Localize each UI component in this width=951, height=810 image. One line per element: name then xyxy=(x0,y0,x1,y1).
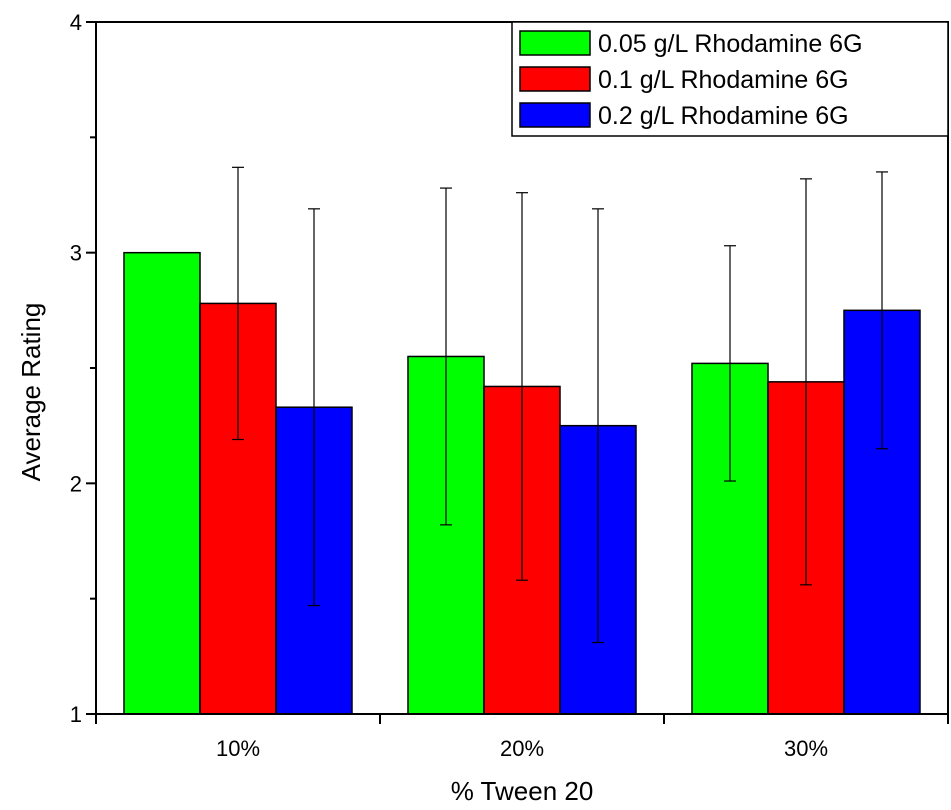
error-bars-layer xyxy=(232,166,888,644)
legend-item-2: 0.1 g/L Rhodamine 6G xyxy=(519,66,849,94)
legend-label: 0.1 g/L Rhodamine 6G xyxy=(598,66,849,94)
y-axis-title: Average Rating xyxy=(16,303,46,482)
legend-label: 0.2 g/L Rhodamine 6G xyxy=(598,102,849,130)
error-bar-2-2 xyxy=(516,192,528,581)
error-bar-3-3 xyxy=(876,171,888,450)
ticks-layer: 1 2 3 4 10% 20% 30% xyxy=(70,10,949,761)
legend-swatch xyxy=(519,66,591,92)
legend: 0.05 g/L Rhodamine 6G 0.1 g/L Rhodamine 6… xyxy=(511,21,949,137)
y-tick-label: 3 xyxy=(70,241,82,266)
error-bar-3-2 xyxy=(592,208,604,644)
y-tick-label: 1 xyxy=(70,702,82,727)
legend-swatch xyxy=(519,30,591,56)
bar-1-1 xyxy=(123,251,201,715)
error-bar-1-3 xyxy=(724,245,736,482)
legend-item-3: 0.2 g/L Rhodamine 6G xyxy=(519,102,849,130)
error-bar-2-3 xyxy=(800,178,812,586)
error-bar-3-1 xyxy=(308,208,320,607)
x-axis-title: % Tween 20 xyxy=(451,776,594,806)
y-tick-label: 2 xyxy=(70,471,82,496)
x-tick-label: 10% xyxy=(216,736,260,761)
error-bar-2-1 xyxy=(232,166,244,441)
legend-label: 0.05 g/L Rhodamine 6G xyxy=(598,30,863,58)
error-bar-1-2 xyxy=(440,187,452,526)
legend-swatch xyxy=(519,102,591,128)
y-tick-label: 4 xyxy=(70,10,82,35)
x-tick-label: 20% xyxy=(500,736,544,761)
legend-item-1: 0.05 g/L Rhodamine 6G xyxy=(519,30,863,58)
x-tick-label: 30% xyxy=(784,736,828,761)
